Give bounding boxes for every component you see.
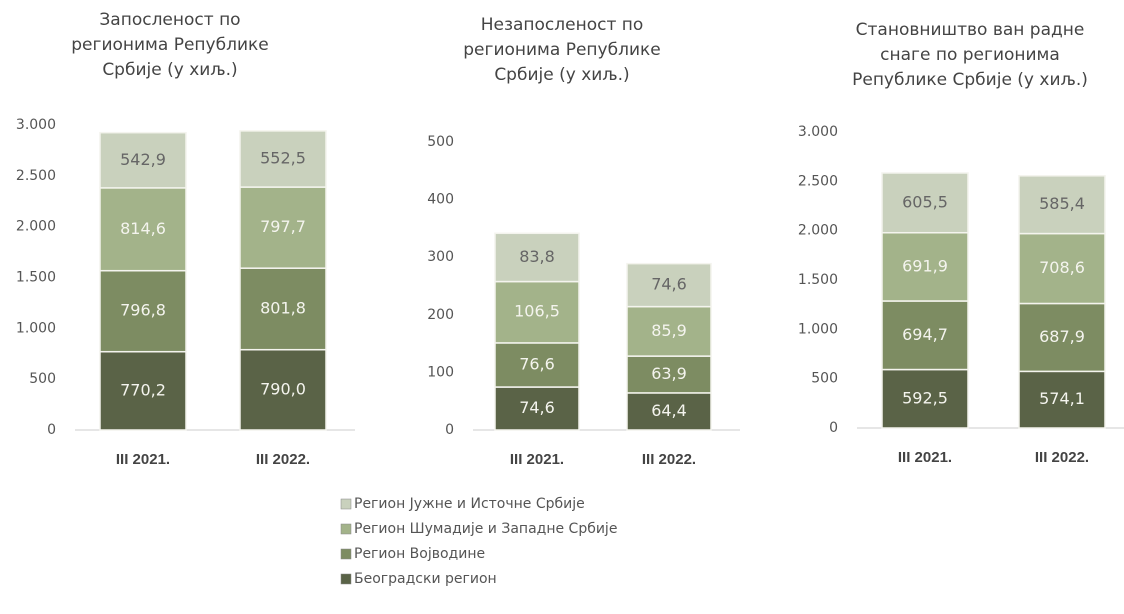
- value-label: 585,4: [1039, 194, 1085, 213]
- value-label: 592,5: [902, 388, 948, 407]
- x-tick-label: III 2022.: [642, 451, 696, 468]
- x-tick-label: III 2021.: [898, 449, 952, 466]
- bar-segment: [99, 269, 187, 353]
- value-label: 801,8: [260, 298, 306, 317]
- value-label: 814,6: [120, 219, 166, 238]
- y-tick-label: 1.500: [798, 272, 838, 288]
- bar-segment: [626, 305, 712, 357]
- y-tick-label: 1.000: [16, 320, 56, 336]
- value-label: 76,6: [519, 354, 555, 373]
- bar-segment: [626, 262, 712, 308]
- bar-segment: [494, 280, 580, 344]
- value-label: 605,5: [902, 192, 948, 211]
- value-label: 106,5: [514, 302, 560, 321]
- legend-swatch: [340, 498, 352, 510]
- bar-segment: [626, 355, 712, 394]
- y-tick-label: 0: [829, 420, 838, 436]
- value-label: 574,1: [1039, 389, 1085, 408]
- y-tick-label: 500: [811, 371, 838, 387]
- y-tick-label: 0: [445, 422, 454, 438]
- bar-segment: [881, 231, 969, 302]
- legend-label: Регион Војводине: [354, 546, 485, 562]
- value-label: 552,5: [260, 148, 306, 167]
- y-tick-label: 1.000: [798, 321, 838, 337]
- legend-swatch: [340, 573, 352, 585]
- value-label: 63,9: [651, 364, 687, 383]
- bar-segment: [239, 267, 327, 351]
- x-tick-label: III 2021.: [510, 451, 564, 468]
- chart-title: Србије (у хиљ.): [102, 60, 237, 80]
- chart-title: Запосленост по: [99, 10, 240, 30]
- legend-swatch: [340, 523, 352, 535]
- y-tick-label: 2.000: [16, 219, 56, 235]
- chart-title: регионима Републике: [463, 40, 660, 60]
- value-label: 691,9: [902, 256, 948, 275]
- value-label: 687,9: [1039, 327, 1085, 346]
- bar-segment: [494, 232, 580, 283]
- y-tick-label: 400: [427, 192, 454, 208]
- value-label: 796,8: [120, 301, 166, 320]
- y-tick-label: 2.500: [16, 168, 56, 184]
- value-label: 74,6: [651, 275, 687, 294]
- x-tick-label: III 2022.: [1035, 449, 1089, 466]
- bar-segment: [881, 368, 969, 429]
- chart-title: Незапосленост по: [481, 15, 644, 35]
- chart-title: Србије (у хиљ.): [494, 65, 629, 85]
- bar-segment: [494, 386, 580, 431]
- chart-title: снаге по регионима: [880, 45, 1060, 65]
- chart-title: Становништво ван радне: [856, 20, 1085, 40]
- value-label: 708,6: [1039, 258, 1085, 277]
- legend-label: Регион Јужне и Источне Србије: [354, 496, 585, 512]
- bar-segment: [99, 350, 187, 431]
- value-label: 797,7: [260, 217, 306, 236]
- bar-segment: [99, 131, 187, 189]
- bar-segment: [239, 348, 327, 431]
- x-tick-label: III 2021.: [116, 451, 170, 468]
- legend-swatch: [340, 548, 352, 560]
- x-tick-label: III 2022.: [256, 451, 310, 468]
- y-tick-label: 1.500: [16, 270, 56, 286]
- y-tick-label: 2.500: [798, 173, 838, 189]
- value-label: 770,2: [120, 380, 166, 399]
- bar-segment: [1018, 175, 1106, 235]
- y-tick-label: 0: [47, 422, 56, 438]
- value-label: 64,4: [651, 401, 687, 420]
- value-label: 74,6: [519, 398, 555, 417]
- y-tick-label: 300: [427, 249, 454, 265]
- legend-label: Београдски регион: [354, 571, 497, 587]
- bar-segment: [239, 186, 327, 269]
- value-label: 542,9: [120, 150, 166, 169]
- y-tick-label: 100: [427, 364, 454, 380]
- value-label: 694,7: [902, 325, 948, 344]
- value-label: 85,9: [651, 321, 687, 340]
- bar-segment: [1018, 302, 1106, 373]
- chart-title: регионима Републике: [71, 35, 268, 55]
- y-tick-label: 3.000: [16, 117, 56, 133]
- value-label: 83,8: [519, 247, 555, 266]
- value-label: 790,0: [260, 379, 306, 398]
- y-tick-label: 500: [29, 371, 56, 387]
- y-tick-label: 3.000: [798, 124, 838, 140]
- legend-label: Регион Шумадије и Западне Србије: [354, 521, 617, 537]
- chart-title: Републике Србије (у хиљ.): [852, 70, 1088, 90]
- y-tick-label: 2.000: [798, 223, 838, 239]
- y-tick-label: 200: [427, 307, 454, 323]
- y-tick-label: 500: [427, 134, 454, 150]
- bar-segment: [239, 130, 327, 188]
- bar-segment: [881, 172, 969, 234]
- bar-segment: [626, 392, 712, 431]
- bar-segment: [881, 300, 969, 371]
